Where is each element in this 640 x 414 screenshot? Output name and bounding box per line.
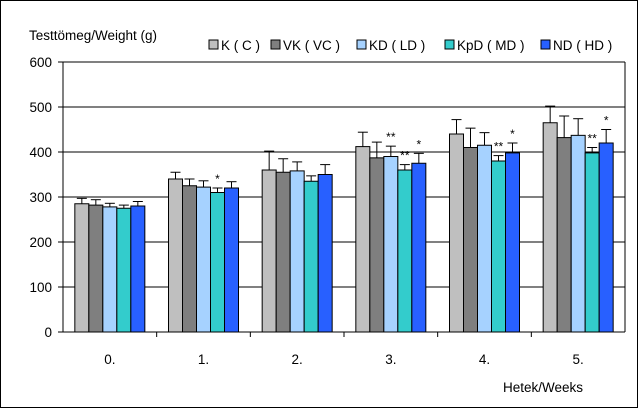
legend: K ( C ) VK ( VC ) KD ( LD ) KpD ( MD ) ND ( … bbox=[208, 38, 612, 53]
legend-swatch bbox=[356, 39, 367, 50]
x-tick-label: 0. bbox=[104, 352, 115, 367]
x-tick-label: 3. bbox=[385, 352, 396, 367]
significance-mark: * bbox=[604, 114, 609, 128]
legend-swatch bbox=[208, 39, 219, 50]
bar bbox=[196, 186, 211, 333]
x-tick-label: 2. bbox=[292, 352, 303, 367]
bar bbox=[369, 157, 385, 333]
y-tick-label: 500 bbox=[29, 100, 52, 115]
legend-swatch bbox=[540, 39, 551, 50]
bar bbox=[355, 146, 371, 333]
bar bbox=[210, 192, 225, 333]
bar bbox=[289, 170, 305, 333]
bar bbox=[449, 133, 464, 333]
y-axis-label: Testtömeg/Weight (g) bbox=[29, 28, 157, 43]
y-tick-label: 0 bbox=[44, 325, 52, 340]
significance-mark: * bbox=[215, 172, 220, 186]
bar bbox=[261, 169, 277, 333]
gridlines bbox=[63, 61, 625, 288]
significance-mark: * bbox=[416, 137, 421, 151]
bar bbox=[275, 171, 291, 333]
x-axis-label: Hetek/Weeks bbox=[503, 380, 583, 395]
bar bbox=[556, 137, 572, 333]
y-tick-label: 300 bbox=[29, 190, 52, 205]
significance-mark: ** bbox=[386, 130, 396, 144]
y-tick-label: 400 bbox=[29, 145, 52, 160]
x-tick-label: 1. bbox=[198, 352, 209, 367]
bar bbox=[74, 203, 90, 333]
bar bbox=[570, 134, 586, 333]
legend-label: KD ( LD ) bbox=[369, 38, 425, 53]
bar bbox=[130, 205, 146, 333]
bar bbox=[477, 144, 492, 333]
y-tick-label: 200 bbox=[29, 235, 52, 250]
bar bbox=[168, 178, 183, 333]
legend-label: ND ( HD ) bbox=[553, 38, 612, 53]
bar bbox=[317, 174, 333, 333]
legend-swatch bbox=[444, 39, 455, 50]
x-axis-ticks: 0. 1. 2. 3. 4. 5. bbox=[104, 332, 584, 367]
bar bbox=[303, 180, 319, 333]
bar bbox=[584, 152, 600, 333]
legend-label: K ( C ) bbox=[221, 38, 260, 53]
bar bbox=[383, 156, 399, 333]
bar bbox=[397, 169, 413, 333]
y-tick-label: 600 bbox=[29, 55, 52, 70]
bars: ****** *** *** bbox=[74, 105, 614, 333]
significance-mark: * bbox=[510, 127, 515, 141]
bar bbox=[491, 160, 506, 333]
bar bbox=[182, 185, 197, 333]
bar bbox=[102, 206, 118, 333]
bar bbox=[463, 147, 478, 333]
x-tick-label: 4. bbox=[479, 352, 490, 367]
bar bbox=[224, 187, 239, 333]
bar bbox=[88, 204, 104, 333]
legend-label: KpD ( MD ) bbox=[457, 38, 525, 53]
bar bbox=[598, 142, 614, 333]
significance-mark: ** bbox=[587, 132, 597, 146]
legend-label: VK ( VC ) bbox=[283, 38, 340, 53]
x-tick-label: 5. bbox=[573, 352, 584, 367]
significance-mark: ** bbox=[400, 149, 410, 163]
bar bbox=[542, 122, 558, 333]
legend-swatch bbox=[270, 39, 281, 50]
significance-mark: ** bbox=[494, 140, 504, 154]
y-axis-ticks: 0 100 200 300 400 500 600 bbox=[29, 55, 63, 340]
bar bbox=[116, 207, 132, 333]
y-tick-label: 100 bbox=[29, 280, 52, 295]
bar bbox=[505, 152, 520, 333]
bar bbox=[411, 162, 427, 333]
